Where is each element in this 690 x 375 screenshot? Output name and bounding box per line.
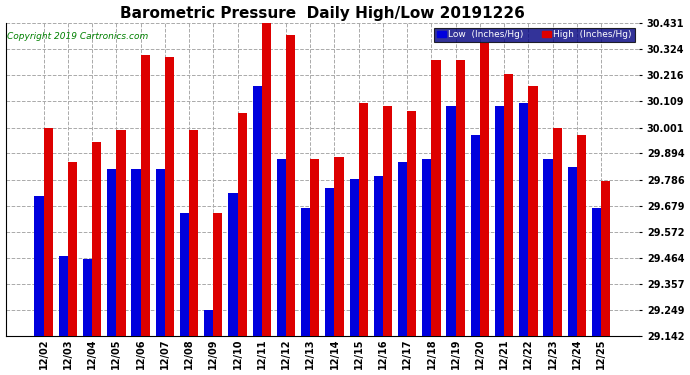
Bar [407,111,417,336]
Text: Copyright 2019 Cartronics.com: Copyright 2019 Cartronics.com [7,33,148,42]
Bar [325,188,335,336]
Bar [286,36,295,336]
Bar [504,74,513,336]
Bar [117,130,126,336]
Bar [83,259,92,336]
Bar [141,55,150,336]
Bar [277,159,286,336]
Bar [59,256,68,336]
Bar [165,57,174,336]
Bar [398,162,407,336]
Bar [213,213,222,336]
Bar [422,159,431,336]
Bar [431,60,441,336]
Bar [237,113,247,336]
Bar [262,23,271,336]
Bar [228,193,237,336]
Bar [43,128,52,336]
Bar [383,106,392,336]
Bar [92,142,101,336]
Bar [601,181,611,336]
Bar [577,135,586,336]
Bar [568,166,577,336]
Bar [68,162,77,336]
Bar [180,213,189,336]
Bar [374,176,383,336]
Bar [310,159,319,336]
Bar [189,130,198,336]
Bar [544,159,553,336]
Bar [131,169,141,336]
Bar [553,128,562,336]
Bar [359,104,368,336]
Bar [107,169,117,336]
Bar [350,179,359,336]
Bar [519,104,529,336]
Bar [529,87,538,336]
Bar [471,135,480,336]
Bar [155,169,165,336]
Legend: Low  (Inches/Hg), High  (Inches/Hg): Low (Inches/Hg), High (Inches/Hg) [434,28,635,42]
Bar [592,208,601,336]
Bar [480,43,489,336]
Bar [34,196,43,336]
Bar [301,208,310,336]
Bar [455,60,465,336]
Bar [335,157,344,336]
Title: Barometric Pressure  Daily High/Low 20191226: Barometric Pressure Daily High/Low 20191… [120,6,525,21]
Bar [495,106,504,336]
Bar [446,106,455,336]
Bar [253,87,262,336]
Bar [204,310,213,336]
